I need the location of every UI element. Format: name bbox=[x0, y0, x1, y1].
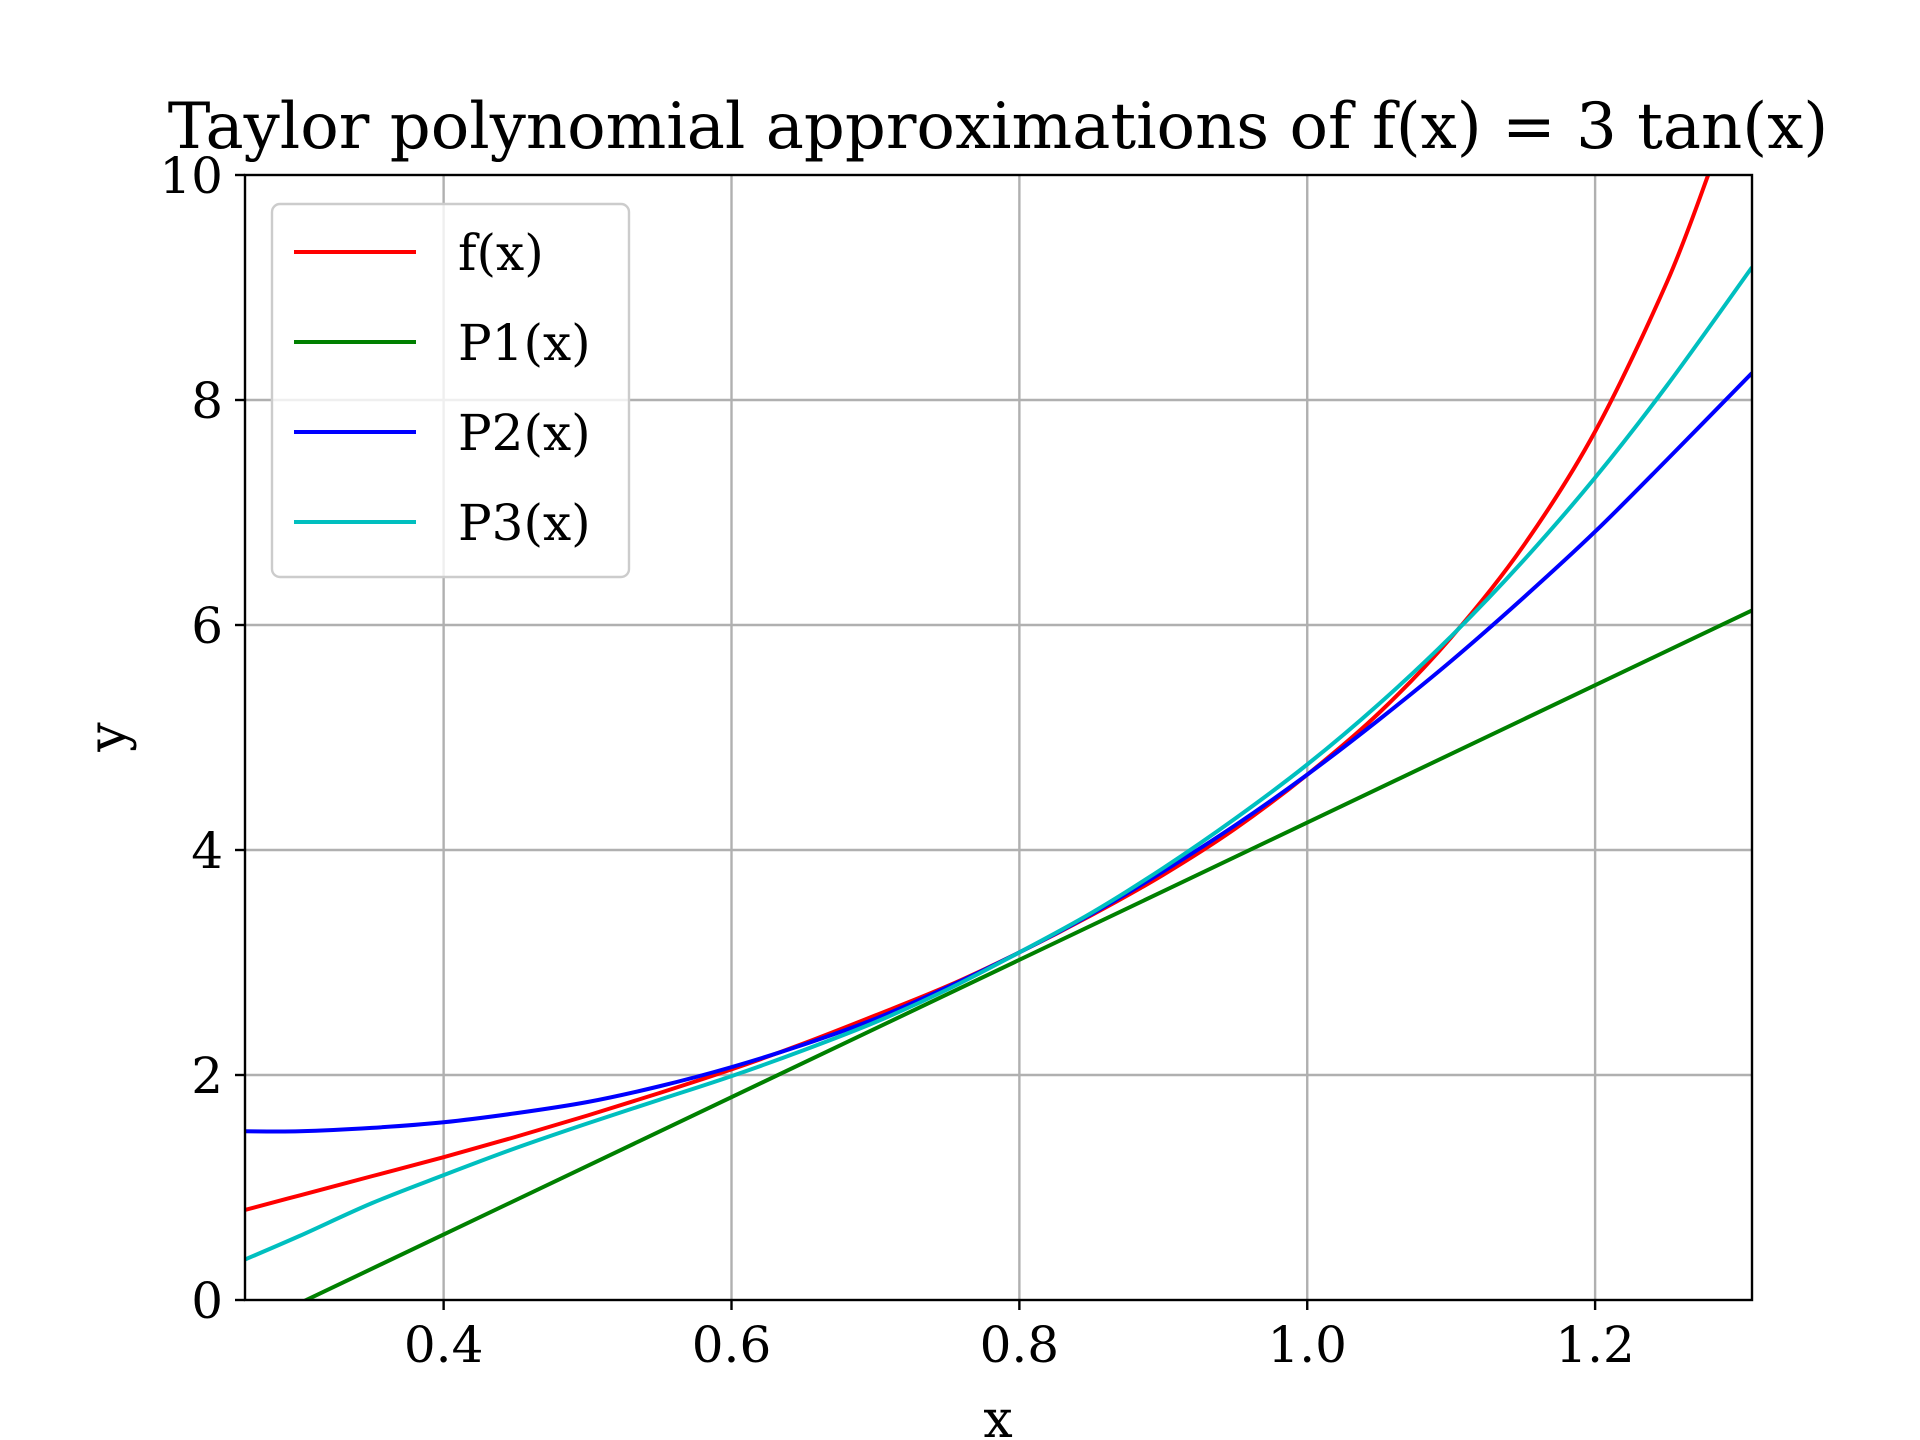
legend-label-p1x: P1(x) bbox=[458, 314, 591, 372]
y-tick-label: 2 bbox=[191, 1047, 223, 1105]
y-tick-label: 8 bbox=[191, 372, 223, 430]
legend: f(x) P1(x) P2(x) P3(x) bbox=[270, 202, 631, 579]
y-tick-label: 10 bbox=[159, 147, 223, 205]
y-tick-label: 0 bbox=[191, 1272, 223, 1330]
y-axis-label: y bbox=[78, 722, 138, 753]
x-tick-label: 1.0 bbox=[1267, 1316, 1347, 1374]
chart-title: Taylor polynomial approximations of f(x)… bbox=[168, 90, 1829, 164]
y-tick-label: 6 bbox=[191, 597, 223, 655]
x-axis-label: x bbox=[983, 1390, 1012, 1440]
legend-label-fx: f(x) bbox=[458, 224, 544, 282]
x-tick-label: 1.2 bbox=[1555, 1316, 1635, 1374]
legend-box bbox=[270, 202, 631, 579]
x-tick-label: 0.4 bbox=[404, 1316, 484, 1374]
gridlines bbox=[245, 175, 1752, 1300]
legend-label-p2x: P2(x) bbox=[458, 404, 591, 462]
series-line-p1x bbox=[301, 608, 1752, 1300]
legend-label-p3x: P3(x) bbox=[458, 494, 591, 552]
x-tick-label: 0.8 bbox=[980, 1316, 1060, 1374]
series-line-p3x bbox=[245, 266, 1752, 1262]
axis-ticks: 0.4 0.6 0.8 1.0 1.2 0 2 4 6 8 10 bbox=[159, 147, 1635, 1374]
x-tick-label: 0.6 bbox=[692, 1316, 772, 1374]
plot-frame bbox=[243, 173, 1754, 1302]
y-tick-label: 4 bbox=[191, 822, 223, 880]
series-lines bbox=[245, 175, 1752, 1300]
